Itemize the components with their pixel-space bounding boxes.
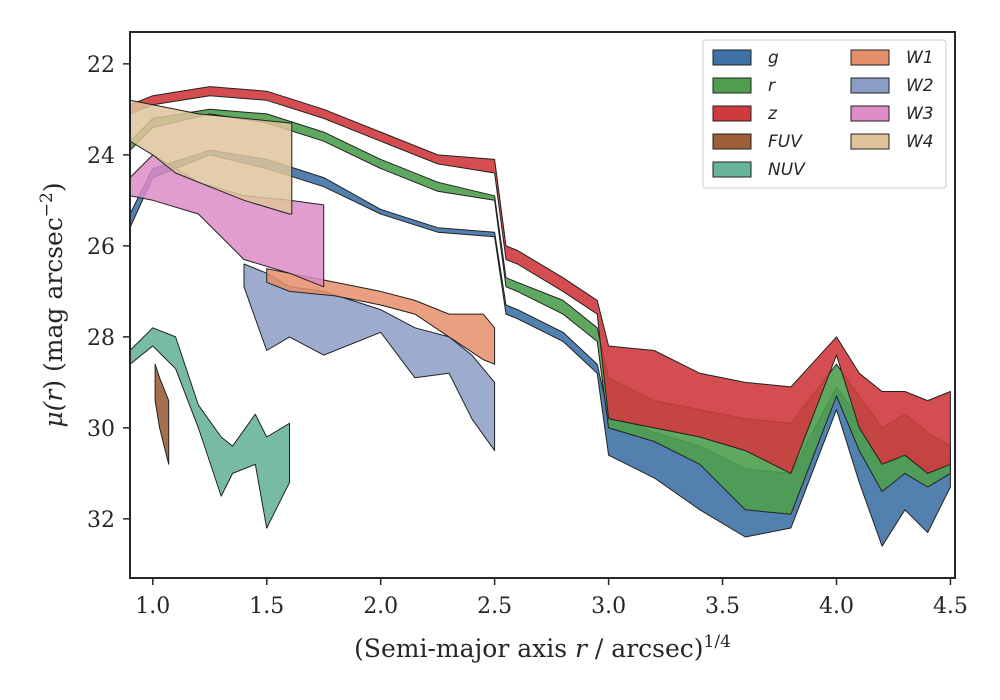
y-tick-label: 22 <box>87 53 115 78</box>
legend-swatch-nuv <box>712 161 752 178</box>
legend-swatch-fuv <box>712 133 752 150</box>
legend-swatch-w1 <box>850 49 890 66</box>
legend-label-w3: W3 <box>906 104 934 124</box>
legend-swatch-w4 <box>850 133 890 150</box>
x-tick-label: 3.0 <box>591 594 626 619</box>
x-tick-label: 2.5 <box>477 594 512 619</box>
y-tick-label: 26 <box>87 235 115 260</box>
x-tick-label: 1.0 <box>135 594 170 619</box>
plot-frame <box>129 31 956 579</box>
y-tick-label: 24 <box>87 144 115 169</box>
x-axis-label: (Semi-major axis r / arcsec)1/4 <box>354 632 731 663</box>
y-axis-label: μ(r) (mag arcsec−2) <box>37 182 68 427</box>
x-tick-label: 3.5 <box>705 594 740 619</box>
legend-label-nuv: NUV <box>768 160 806 180</box>
series-band-fuv <box>154 363 170 465</box>
legend-label-w2: W2 <box>906 76 934 96</box>
legend-swatch-z <box>712 105 752 122</box>
legend-label-w4: W4 <box>906 132 934 152</box>
y-axis-ticks: 22 24 26 28 30 32 <box>87 53 130 533</box>
legend-swatch-r <box>712 77 752 94</box>
series-band-g <box>130 149 951 547</box>
legend: grz FUV NUV W1 W2 W3 W4 <box>702 39 947 189</box>
x-tick-label: 4.0 <box>819 594 854 619</box>
x-axis-ticks: 1.0 1.5 2.0 2.5 3.0 3.5 4.0 4.5 <box>135 578 968 619</box>
legend-label-r: r <box>768 76 776 96</box>
series-layer <box>130 86 951 547</box>
y-tick-label: 30 <box>87 417 115 442</box>
legend-label-w1: W1 <box>906 48 934 68</box>
series-band-w1 <box>266 268 496 365</box>
series-band-w4 <box>130 99 293 215</box>
y-tick-label: 28 <box>87 326 115 351</box>
legend-frame <box>702 39 947 189</box>
legend-swatch-w3 <box>850 105 890 122</box>
series-band-z <box>130 86 951 474</box>
series-band-r <box>130 108 951 515</box>
legend-label-g: g <box>768 48 779 68</box>
series-band-nuv <box>130 327 290 529</box>
legend-swatch-g <box>712 49 752 66</box>
y-tick-label: 32 <box>87 508 115 533</box>
legend-label-z: z <box>767 104 778 124</box>
x-tick-label: 1.5 <box>249 594 284 619</box>
legend-label-fuv: FUV <box>768 132 803 152</box>
legend-swatch-w2 <box>850 77 890 94</box>
x-tick-label: 4.5 <box>933 594 968 619</box>
x-tick-label: 2.0 <box>363 594 398 619</box>
